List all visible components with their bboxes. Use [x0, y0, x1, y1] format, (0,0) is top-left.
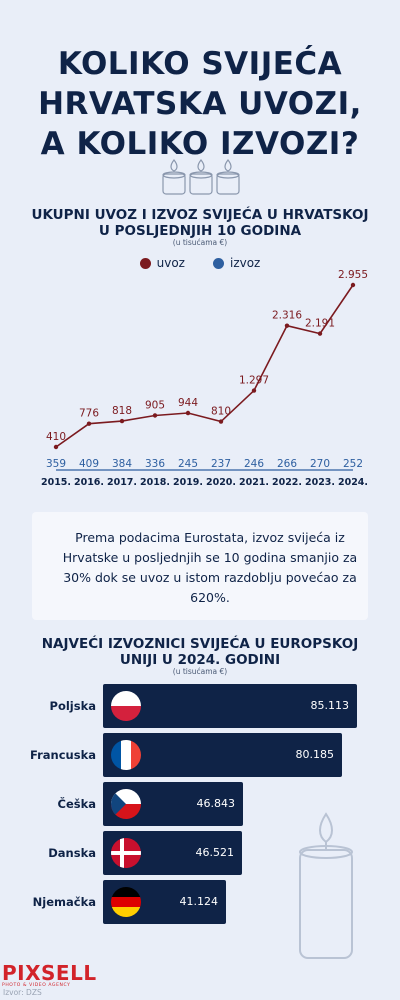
uvoz-data-label: 818 [112, 405, 132, 417]
uvoz-point [53, 444, 59, 450]
candle-icon [299, 812, 353, 959]
chart-legend: uvoz izvoz [0, 256, 400, 270]
izvoz-data-label: 270 [310, 458, 330, 470]
x-tick-label: 2020. [206, 477, 236, 488]
izvoz-data-label: 237 [211, 458, 231, 470]
uvoz-point [152, 413, 158, 418]
line-chart-title-line: UKUPNI UVOZ I IZVOZ SVIJEĆA U HRVATSKOJ [31, 207, 369, 223]
bar-category-label: Francuska [30, 748, 96, 762]
uvoz-data-label: 2.955 [338, 269, 368, 281]
legend-swatch-uvoz [139, 257, 151, 269]
izvoz-data-label: 266 [277, 458, 297, 470]
x-tick-label: 2017. [107, 477, 137, 488]
bar-value-label: 46.843 [196, 797, 236, 810]
uvoz-point [350, 282, 356, 288]
bar-row: Njemačka 41.124 [0, 880, 400, 924]
izvoz-data-label: 409 [79, 458, 99, 470]
bar: 46.521 [103, 831, 242, 875]
uvoz-data-label: 410 [46, 431, 66, 443]
bar: 80.185 [103, 733, 342, 777]
x-tick-label: 2023. [305, 477, 335, 488]
x-tick-label: 2016. [74, 477, 104, 488]
bar-row: Francuska 80.185 [0, 733, 400, 777]
note-box [32, 512, 368, 620]
legend-item-izvoz: izvoz [212, 256, 261, 270]
uvoz-point [284, 323, 290, 328]
bar: 85.113 [103, 684, 357, 728]
bar-chart-title-line: UNIJI U 2024. GODINI [119, 652, 281, 668]
x-tick-label: 2019. [173, 477, 203, 488]
uvoz-data-label: 905 [145, 399, 165, 411]
izvoz-data-label: 252 [343, 458, 363, 470]
legend-item-uvoz: uvoz [139, 256, 185, 270]
uvoz-point [185, 410, 191, 416]
line-chart-title-line: U POSLJEDNJIH 10 GODINA [98, 223, 302, 239]
x-tick-label: 2021. [239, 477, 269, 488]
bar-value-label: 85.113 [310, 699, 350, 712]
logo-text: PIXSELL [2, 961, 97, 985]
france-flag-icon [111, 740, 141, 770]
uvoz-data-label: 2.191 [305, 318, 335, 330]
uvoz-data-label: 2.316 [272, 310, 302, 322]
main-title-line: KOLIKO SVIJEĆA [57, 46, 343, 82]
uvoz-point [251, 388, 257, 393]
bar-row: Danska 46.521 [0, 831, 400, 875]
uvoz-data-label: 810 [211, 406, 231, 418]
legend-swatch-izvoz [212, 257, 224, 269]
bar-chart-unit: (u tisućama €) [172, 667, 228, 676]
source-note: Izvor: DZS [3, 988, 42, 997]
uvoz-line [55, 284, 354, 448]
x-tick-label: 2018. [140, 477, 170, 488]
uvoz-data-label: 1.297 [239, 375, 269, 387]
x-tick-label: 2015. [41, 477, 71, 488]
candles-icon [162, 159, 240, 195]
bar-category-label: Njemačka [32, 895, 96, 909]
uvoz-data-label: 944 [178, 397, 198, 409]
bar: 41.124 [103, 880, 226, 924]
line-chart-title: UKUPNI UVOZ I IZVOZ SVIJEĆA U HRVATSKOJ … [0, 207, 400, 239]
uvoz-point [317, 331, 323, 336]
main-title-line: HRVATSKA UVOZI, [38, 86, 362, 122]
legend-label-izvoz: izvoz [229, 256, 261, 270]
logo-subtitle: PHOTO & VIDEO AGENCY [2, 983, 71, 988]
bar-row: Češka 46.843 [0, 782, 400, 826]
izvoz-data-label: 245 [178, 458, 198, 470]
poland-flag-icon [111, 691, 141, 721]
izvoz-data-label: 336 [145, 458, 165, 470]
x-tick-label: 2022. [272, 477, 302, 488]
uvoz-point [218, 419, 224, 424]
main-title-line: A KOLIKO IZVOZI? [40, 126, 360, 162]
bar-chart-title: NAJVEĆI IZVOZNICI SVIJEĆA U EUROPSKOJ UN… [0, 636, 400, 668]
bar-chart-title-line: NAJVEĆI IZVOZNICI SVIJEĆA U EUROPSKOJ [41, 636, 359, 652]
uvoz-point [86, 421, 92, 426]
uvoz-data-label: 776 [79, 408, 99, 420]
bar: 46.843 [103, 782, 243, 826]
bar-value-label: 80.185 [295, 748, 335, 761]
note-text: Prema podacima Eurostata, izvoz svijeća … [62, 530, 358, 605]
izvoz-data-label: 246 [244, 458, 264, 470]
x-tick-label: 2024. [338, 477, 368, 488]
germany-flag-icon [111, 887, 141, 917]
line-chart-unit: (u tisućama €) [172, 238, 228, 247]
bar-category-label: Poljska [49, 699, 96, 713]
denmark-flag-icon [111, 838, 141, 868]
pixsell-logo: PIXSELL PHOTO & VIDEO AGENCY [2, 962, 97, 988]
legend-label-uvoz: uvoz [156, 256, 185, 270]
main-title: KOLIKO SVIJEĆA HRVATSKA UVOZI, A KOLIKO … [0, 44, 400, 164]
bar-value-label: 41.124 [179, 895, 219, 908]
bar-value-label: 46.521 [195, 846, 235, 859]
izvoz-data-label: 384 [112, 458, 132, 470]
bar-category-label: Danska [48, 846, 96, 860]
czechia-flag-icon [111, 789, 141, 819]
uvoz-point [119, 418, 125, 424]
izvoz-data-label: 359 [46, 458, 66, 470]
bar-row: Poljska 85.113 [0, 684, 400, 728]
bar-category-label: Češka [57, 797, 97, 811]
